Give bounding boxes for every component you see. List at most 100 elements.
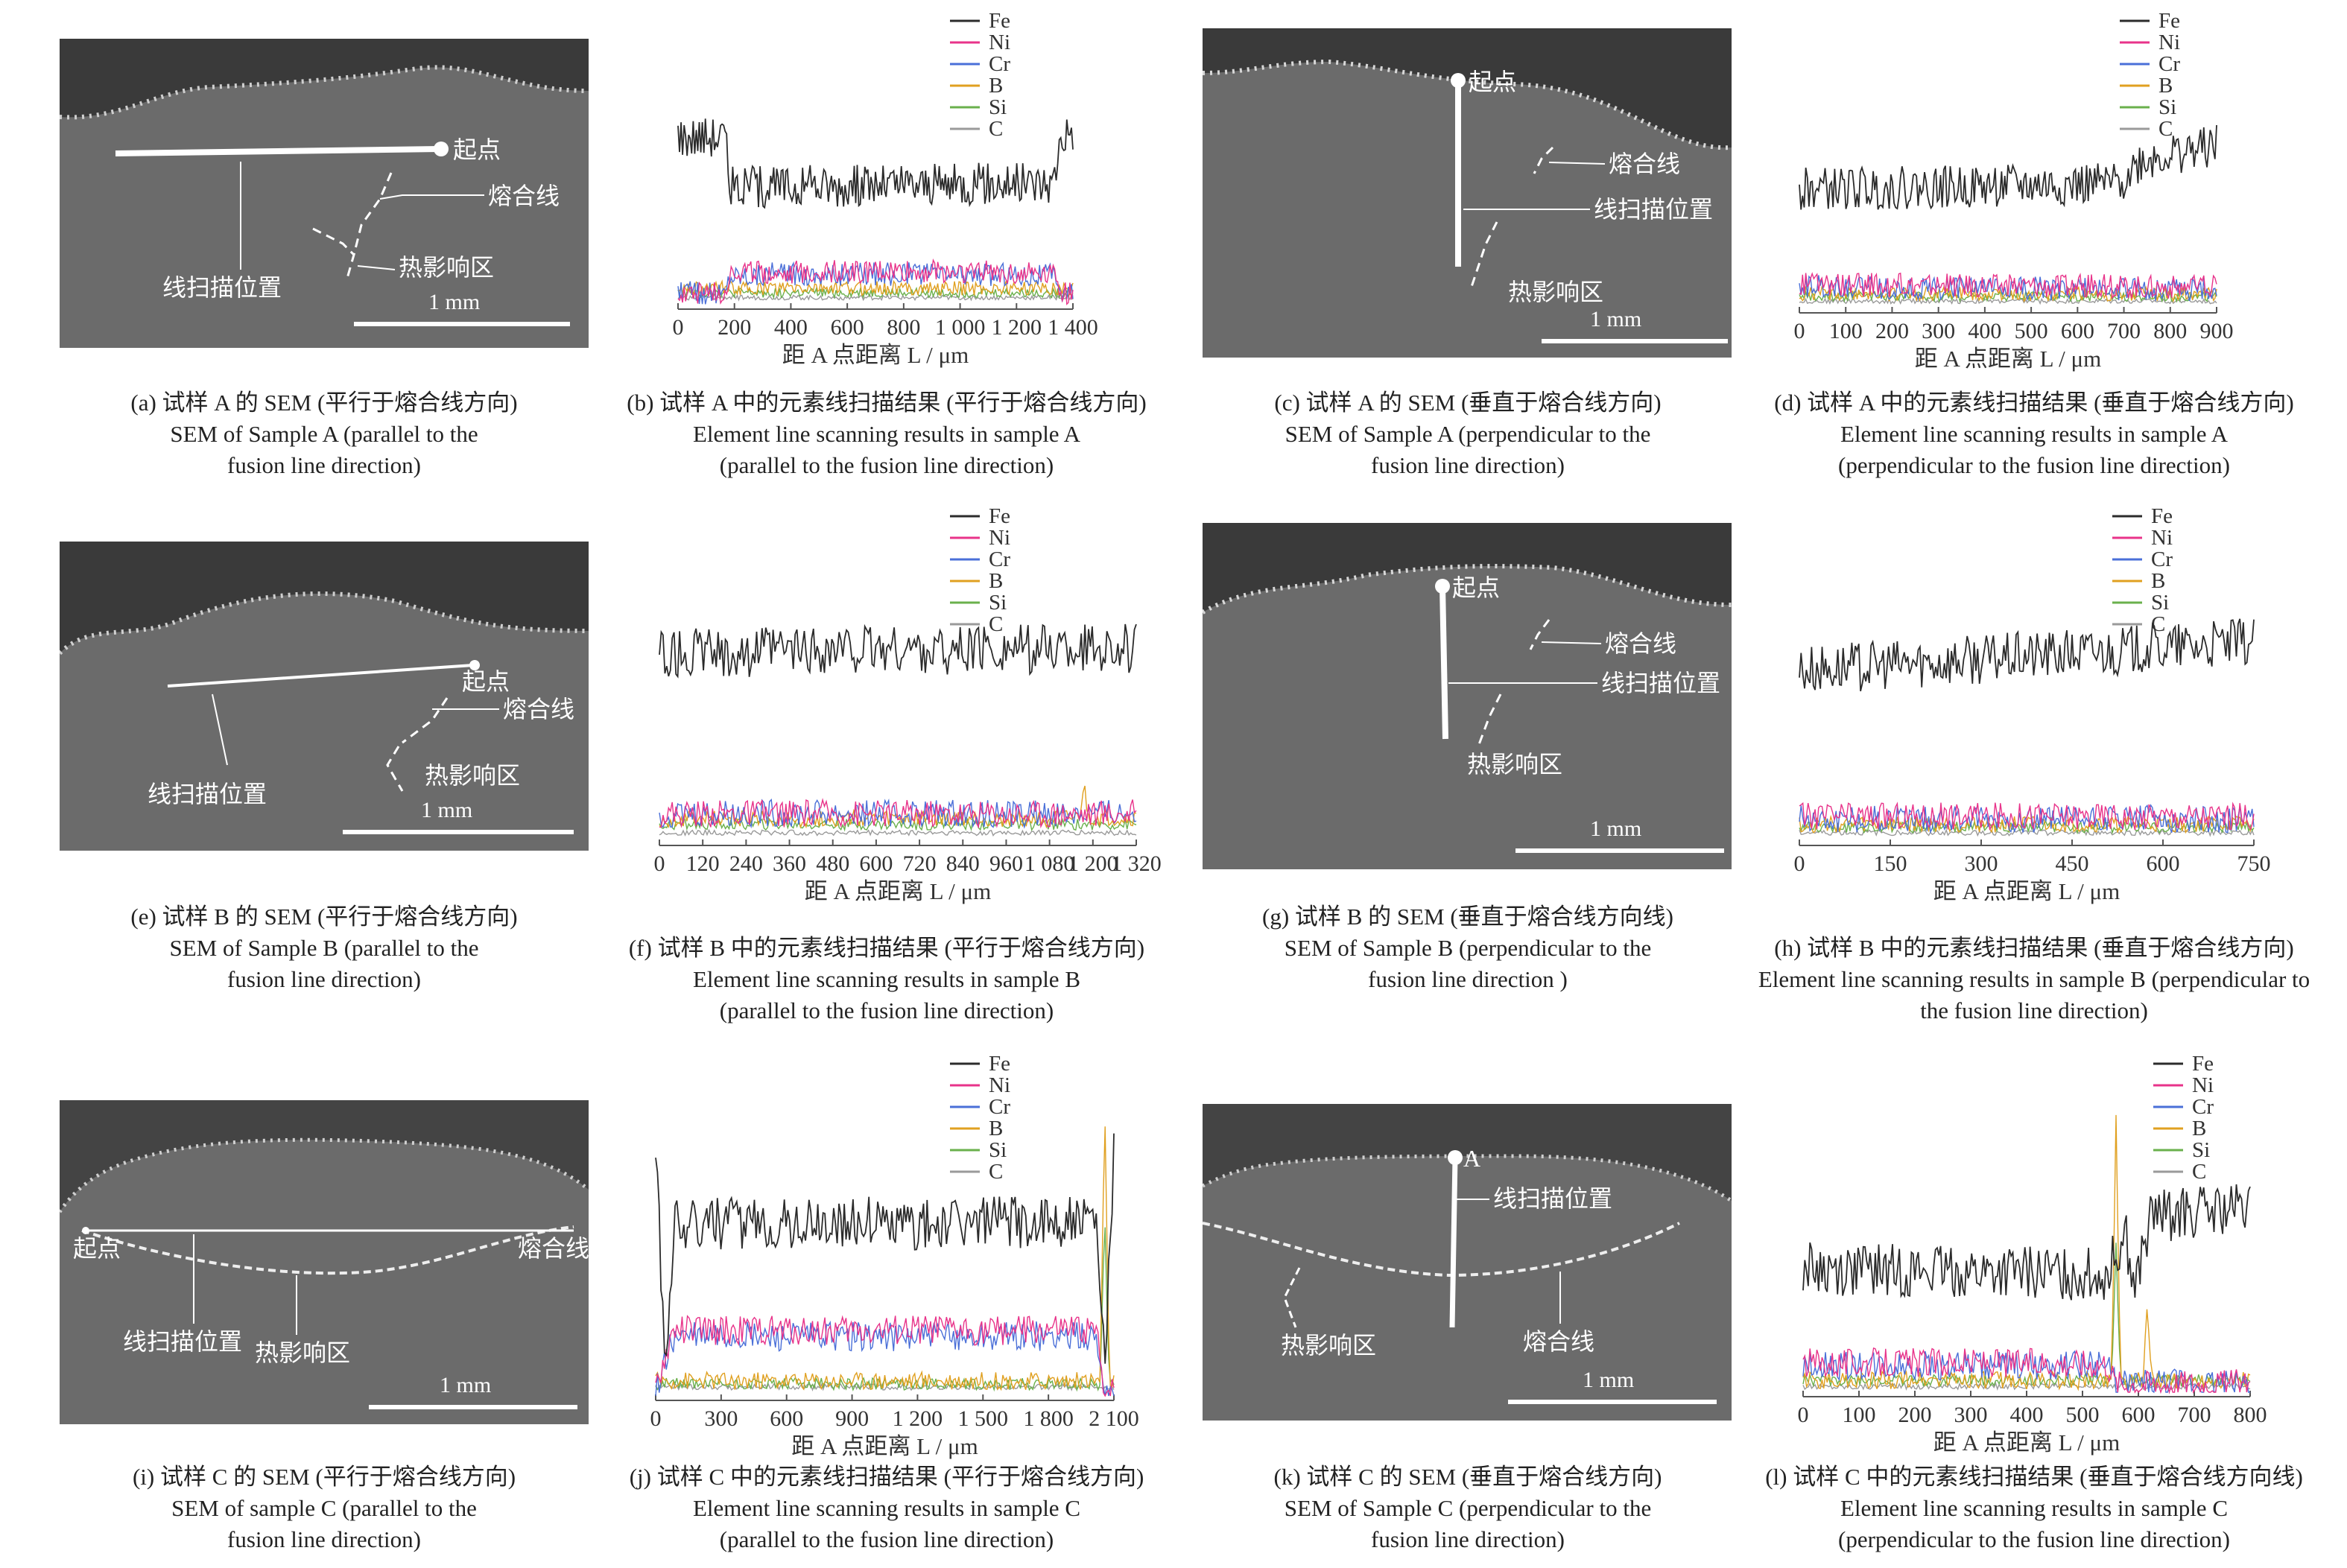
x-axis-label: 距 A 点距离 L / μm [1933, 1429, 2120, 1456]
x-tick-label: 500 [2066, 1403, 2100, 1427]
legend-label-b: B [2158, 74, 2173, 98]
caption-h: (h) 试样 B 中的元素线扫描结果 (垂直于熔合线方向) Element li… [1758, 935, 2310, 1023]
x-tick-label: 1 400 [1048, 315, 1098, 340]
series-line-c [1799, 297, 2217, 305]
caption-e: (e) 试样 B 的 SEM (平行于熔合线方向) SEM of Sample … [130, 904, 518, 992]
label-fusion: 熔合线 [1609, 150, 1680, 177]
series-line-ni [1799, 272, 2217, 300]
legend-label-b: B [2151, 569, 2165, 593]
legend-label-cr: Cr [989, 52, 1010, 76]
x-tick-label: 720 [903, 851, 937, 876]
legend-label-si: Si [989, 95, 1007, 119]
series-line-ni [677, 258, 1074, 305]
chart-h: Fe Ni Cr B Si C 0 150 300 450 600 750 距 A 点距离 L / μm [1788, 503, 2271, 905]
caption-b: (b) 试样 A 中的元素线扫描结果 (平行于熔合线方向) Element li… [627, 390, 1147, 478]
x-tick-label: 1 000 [935, 315, 986, 340]
x-tick-label: 600 [2147, 851, 2180, 876]
caption-f: (f) 试样 B 中的元素线扫描结果 (平行于熔合线方向) Element li… [628, 935, 1145, 1023]
label-scan: 线扫描位置 [148, 781, 267, 807]
series-line-c [659, 828, 1137, 837]
series-line-ni [1802, 1347, 2251, 1394]
label-fusion: 熔合线 [518, 1235, 589, 1262]
caption-l: (l) 试样 C 中的元素线扫描结果 (垂直于熔合线方向线) Element l… [1765, 1464, 2303, 1552]
x-tick-label: 200 [1875, 319, 1909, 343]
series-line-ni [659, 798, 1137, 829]
legend-label-c: C [2158, 117, 2173, 141]
legend-label-c: C [989, 117, 1003, 141]
series-line-fe [677, 118, 1074, 209]
legend-label-cr: Cr [989, 1095, 1010, 1119]
x-tick-label: 2 100 [1089, 1406, 1139, 1431]
x-axis-label: 距 A 点距离 L / μm [1933, 878, 2120, 904]
x-tick-label: 120 [686, 851, 720, 876]
label-scan: 线扫描位置 [162, 274, 282, 301]
sem-image-e: 起点 熔合线 热影响区 线扫描位置 1 mm [60, 542, 589, 851]
label-start: 起点 [453, 136, 501, 163]
label-fusion: 熔合线 [1523, 1328, 1594, 1355]
x-axis-label: 距 A 点距离 L / μm [782, 342, 969, 368]
label-start: 起点 [73, 1235, 121, 1262]
label-haz: 热影响区 [255, 1339, 350, 1366]
label-fusion: 熔合线 [503, 696, 574, 723]
label-scan: 线扫描位置 [1493, 1185, 1612, 1212]
label-haz: 热影响区 [1281, 1332, 1376, 1359]
series-line-fe [1799, 618, 2255, 692]
scale-bar-label: 1 mm [1590, 816, 1641, 841]
scale-bar-label: 1 mm [1583, 1368, 1634, 1392]
x-tick-label: 200 [1898, 1403, 1932, 1427]
chart-d: Fe Ni Cr B Si C 0 100 200 300 400 500 600 700 800 900 距 … [1788, 7, 2235, 380]
x-tick-label: 300 [1965, 851, 1998, 876]
x-tick-label: 0 [654, 851, 665, 876]
x-tick-label: 600 [859, 851, 893, 876]
x-tick-label: 360 [773, 851, 806, 876]
x-tick-label: 1 800 [1023, 1406, 1074, 1431]
x-tick-label: 150 [1874, 851, 1907, 876]
x-tick-label: 480 [816, 851, 849, 876]
sem-image-a: 起点 熔合线 热影响区 线扫描位置 1 mm [60, 39, 589, 348]
x-tick-label: 800 [2234, 1403, 2267, 1427]
legend-label-fe: Fe [989, 504, 1010, 528]
x-tick-label: 750 [2237, 851, 2271, 876]
x-tick-label: 840 [946, 851, 980, 876]
x-tick-label: 500 [2015, 319, 2048, 343]
x-tick-label: 0 [1798, 1403, 1809, 1427]
x-tick-label: 600 [770, 1406, 803, 1431]
caption-j: (j) 试样 C 中的元素线扫描结果 (平行于熔合线方向) Element li… [629, 1464, 1144, 1552]
series-line-fe [1802, 1184, 2251, 1301]
x-tick-label: 0 [1794, 851, 1805, 876]
legend-label-cr: Cr [2192, 1095, 2214, 1119]
legend-label-fe: Fe [989, 1052, 1010, 1076]
legend-label-fe: Fe [989, 9, 1010, 33]
x-tick-label: 900 [835, 1406, 869, 1431]
legend-label-ni: Ni [2151, 526, 2173, 550]
x-tick-label: 700 [2107, 319, 2141, 343]
scale-bar-label: 1 mm [428, 290, 480, 314]
legend-label-cr: Cr [989, 547, 1010, 571]
label-haz: 热影响区 [399, 254, 494, 281]
series-line-b [677, 279, 1074, 296]
label-start: 起点 [1469, 69, 1516, 95]
x-tick-label: 240 [729, 851, 763, 876]
label-scan: 线扫描位置 [123, 1328, 242, 1355]
legend-label-cr: Cr [2158, 52, 2180, 76]
series-line-b [1802, 1114, 2251, 1391]
scale-bar-label: 1 mm [421, 798, 472, 822]
x-tick-label: 800 [2153, 319, 2187, 343]
legend-label-ni: Ni [2192, 1073, 2214, 1097]
series-line-c [655, 1383, 1115, 1391]
label-haz: 热影响区 [425, 762, 520, 789]
caption-d: (d) 试样 A 中的元素线扫描结果 (垂直于熔合线方向) Element li… [1774, 390, 2294, 478]
legend-label-c: C [989, 1160, 1003, 1184]
legend-label-fe: Fe [2158, 9, 2180, 33]
label-haz: 热影响区 [1508, 279, 1603, 305]
legend-label-b: B [989, 1117, 1003, 1140]
series-line-fe [655, 1133, 1115, 1364]
sem-image-k: A 线扫描位置 热影响区 熔合线 1 mm [1203, 1104, 1732, 1421]
legend-label-si: Si [989, 1138, 1007, 1162]
x-tick-label: 600 [2061, 319, 2094, 343]
label-fusion: 熔合线 [1605, 630, 1676, 657]
label-scan: 线扫描位置 [1594, 196, 1713, 223]
x-tick-label: 1 200 [1068, 851, 1118, 876]
x-tick-label: 600 [2122, 1403, 2156, 1427]
